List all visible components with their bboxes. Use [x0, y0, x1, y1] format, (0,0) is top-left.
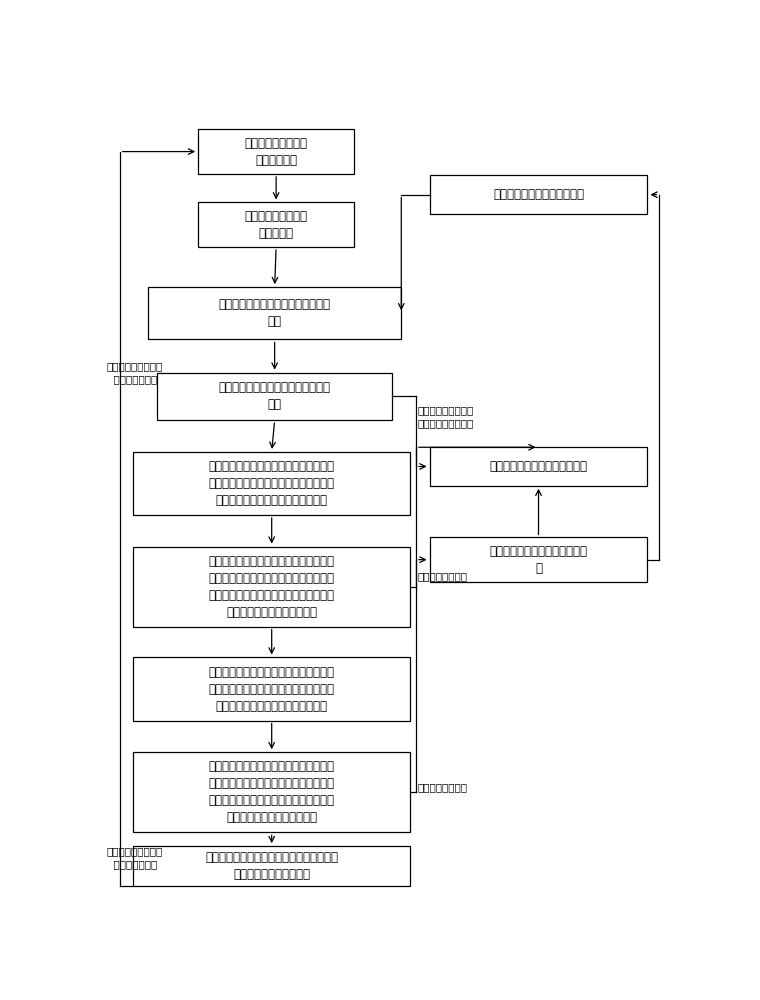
Text: 主控模块判断有无楼
层指令输入: 主控模块判断有无楼 层指令输入: [245, 210, 308, 240]
FancyBboxPatch shape: [157, 373, 392, 420]
Text: 主控模块控制第一抱闸臂抱紧曳引机并且
控制第二抱闸臂闲置，主控模块控制曳引
机在预设时间内输出预设的驱动力矩: 主控模块控制第一抱闸臂抱紧曳引机并且 控制第二抱闸臂闲置，主控模块控制曳引 机在…: [209, 460, 334, 507]
FancyBboxPatch shape: [133, 452, 410, 515]
Text: 主控模块停止曳引机输出驱动力
矩: 主控模块停止曳引机输出驱动力 矩: [489, 545, 587, 575]
Text: 第一抱闸臂合格并且
  第二抱闸臂合格: 第一抱闸臂合格并且 第二抱闸臂合格: [106, 361, 163, 384]
Text: 主控模块控制电梯系统退出动态检测模式，
使电梯系统恢复载客模式: 主控模块控制电梯系统退出动态检测模式， 使电梯系统恢复载客模式: [205, 851, 338, 881]
Text: 主控模块控制第一抱闸臂抱紧曳引机并且
控制第二抱闸臂闲置，主控模块控制曳引
机在预设时间内输出预设的驱动力矩: 主控模块控制第一抱闸臂抱紧曳引机并且 控制第二抱闸臂闲置，主控模块控制曳引 机在…: [209, 666, 334, 713]
FancyBboxPatch shape: [198, 202, 354, 247]
FancyBboxPatch shape: [429, 447, 648, 486]
FancyBboxPatch shape: [133, 846, 410, 886]
FancyBboxPatch shape: [148, 287, 401, 339]
Text: 第一抱闸臂不合格或
者第二抱闸臂不合格: 第一抱闸臂不合格或 者第二抱闸臂不合格: [418, 405, 474, 428]
Text: 第二抱闸臂不合格: 第二抱闸臂不合格: [418, 783, 467, 793]
Text: 制动力矩检测模块检测曳引机的第一脉冲
量并输入到主控模块，主控模块将检测的
第一脉冲量与第一合格预设值进行对比分
析，判断第一抱闸臂是否合格: 制动力矩检测模块检测曳引机的第一脉冲 量并输入到主控模块，主控模块将检测的 第一…: [209, 555, 334, 619]
FancyBboxPatch shape: [198, 129, 354, 174]
FancyBboxPatch shape: [133, 657, 410, 721]
Text: 制动力矩检测模块检测曳引机的第一脉冲
量并输入到主控模块，主控模块将检测的
第一脉冲量与第一合格预设值进行对比分
析，判断第一抱闸臂是否合格: 制动力矩检测模块检测曳引机的第一脉冲 量并输入到主控模块，主控模块将检测的 第一…: [209, 760, 334, 824]
FancyBboxPatch shape: [429, 175, 648, 214]
FancyBboxPatch shape: [133, 547, 410, 627]
Text: 定时模块输入定时信
号至主控模块: 定时模块输入定时信 号至主控模块: [245, 137, 308, 167]
FancyBboxPatch shape: [429, 537, 648, 582]
Text: 主控模块控制电梯系统停止运行: 主控模块控制电梯系统停止运行: [489, 460, 587, 473]
Text: 主控模块控制电梯系统进入静态检测
模式: 主控模块控制电梯系统进入静态检测 模式: [219, 298, 331, 328]
FancyBboxPatch shape: [133, 752, 410, 832]
Text: 第一抱闸臂不合格: 第一抱闸臂不合格: [418, 571, 467, 581]
Text: 维修完成，重启电梯系统运行: 维修完成，重启电梯系统运行: [493, 188, 584, 201]
Text: 第一抱闸臂合格并且
  第二抱闸臂合格: 第一抱闸臂合格并且 第二抱闸臂合格: [106, 846, 163, 869]
Text: 主控模块控制电梯系统进入动态检测
模式: 主控模块控制电梯系统进入动态检测 模式: [219, 381, 331, 411]
